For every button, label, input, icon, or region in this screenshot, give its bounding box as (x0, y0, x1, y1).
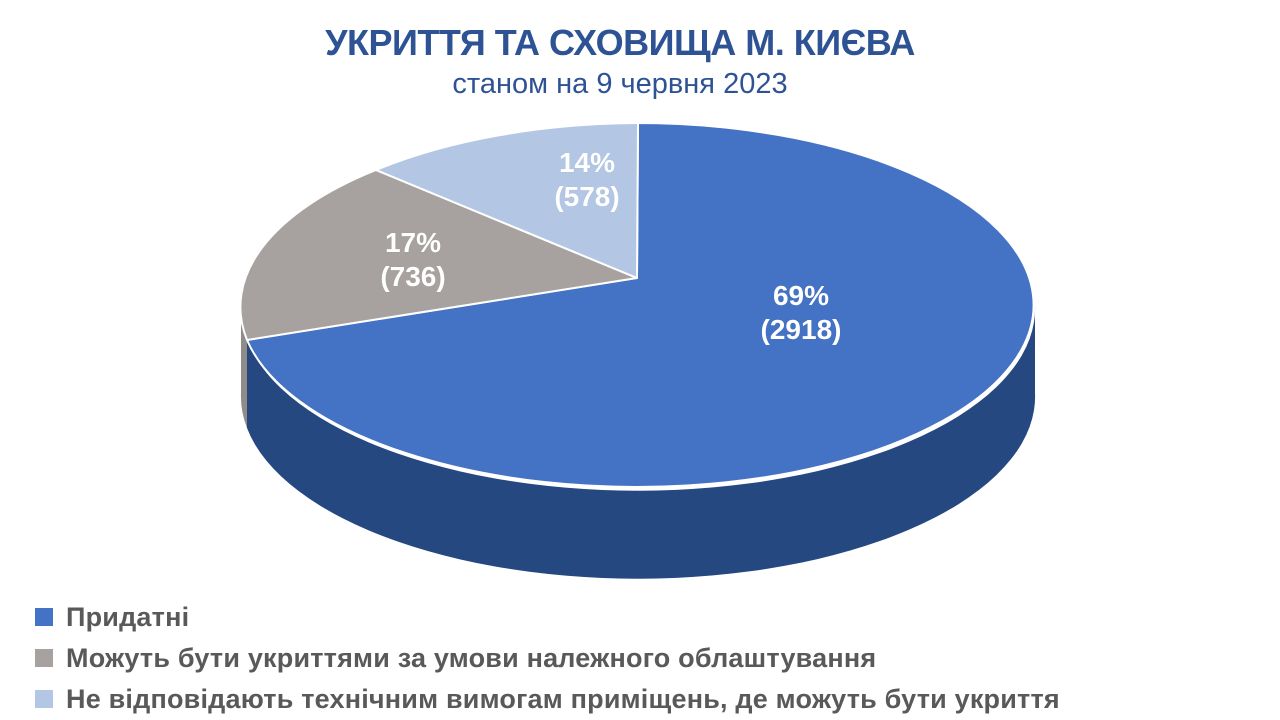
chart-subtitle: станом на 9 червня 2023 (452, 68, 788, 101)
data-label-noncompliant: 14% (578) (492, 146, 682, 214)
data-label-percent: 69% (772, 280, 830, 311)
legend-item-suitable: Придатні (35, 602, 1060, 632)
data-label-percent: 17% (384, 227, 442, 258)
pie-slice-suitable (246, 122, 1035, 488)
data-label-count: (2918) (760, 314, 842, 345)
pie-slice-noncompliant (375, 122, 639, 279)
pie-side-blue (247, 305, 1036, 579)
legend-item-noncompliant: Не відповідають технічним вимогам приміщ… (35, 684, 1060, 714)
data-label-percent: 14% (558, 147, 616, 178)
legend-label: Не відповідають технічним вимогам приміщ… (66, 684, 1060, 714)
legend-label: Можуть бути укриттями за умови належного… (66, 643, 877, 673)
legend: Придатні Можуть бути укриттями за умови … (35, 602, 1060, 714)
pie-slice-conditional (239, 169, 638, 341)
data-label-count: (578) (554, 181, 620, 212)
legend-swatch-gray (35, 649, 53, 667)
chart-header: УКРИТТЯ ТА СХОВИЩА М. КИЄВА станом на 9 … (0, 22, 1240, 101)
data-label-conditional: 17% (736) (318, 226, 508, 294)
legend-swatch-lightblue (35, 690, 53, 708)
data-label-suitable: 69% (2918) (706, 279, 896, 347)
legend-swatch-blue (35, 608, 53, 626)
legend-label: Придатні (66, 602, 190, 632)
pie-side-gray (240, 305, 247, 428)
chart-title: УКРИТТЯ ТА СХОВИЩА М. КИЄВА (325, 22, 915, 63)
data-label-count: (736) (380, 261, 446, 292)
legend-item-conditional: Можуть бути укриттями за умови належного… (35, 643, 1060, 673)
